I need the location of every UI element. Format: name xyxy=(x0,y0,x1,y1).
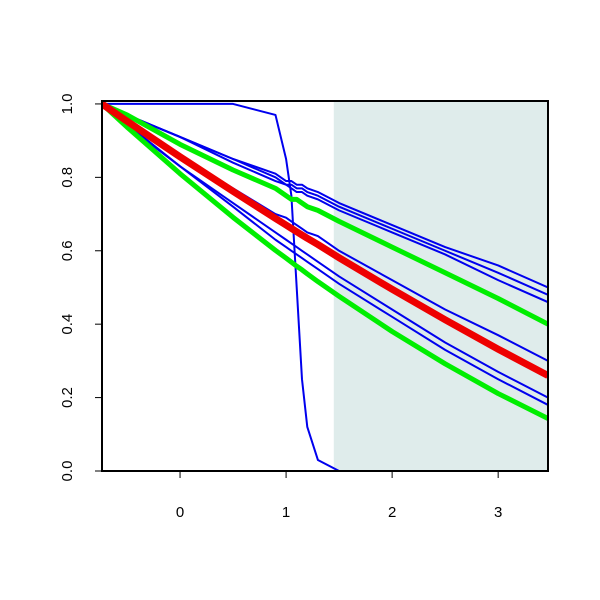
series-line xyxy=(102,103,548,406)
series-line xyxy=(102,103,548,399)
series-line xyxy=(102,102,548,471)
plot-frame xyxy=(101,100,549,472)
y-tick-label: 0.6 xyxy=(59,240,76,261)
plot-area xyxy=(102,101,548,471)
x-tick-label: 3 xyxy=(494,504,502,521)
x-tick-label: 2 xyxy=(388,504,396,521)
series-line xyxy=(102,103,548,296)
series-line xyxy=(102,102,548,421)
x-tick-label: 0 xyxy=(176,504,184,521)
x-tick-label: 1 xyxy=(282,504,290,521)
y-tick-label: 0.2 xyxy=(59,387,76,408)
series-line xyxy=(102,101,548,327)
shaded-region xyxy=(333,101,548,471)
y-tick-label: 0.0 xyxy=(59,461,76,482)
y-tick-label: 0.4 xyxy=(59,314,76,335)
series-line xyxy=(102,101,548,379)
y-tick-label: 0.8 xyxy=(59,167,76,188)
y-tick-label: 1.0 xyxy=(59,94,76,115)
series-line xyxy=(102,103,548,304)
